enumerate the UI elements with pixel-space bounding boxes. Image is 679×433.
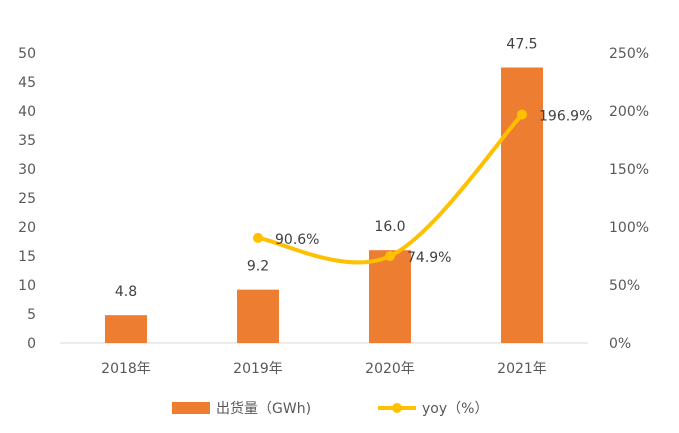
legend-label-shipments: 出货量（GWh)	[216, 400, 311, 417]
yoy-data-label: 196.9%	[539, 109, 592, 125]
y-left-tick-label: 5	[27, 307, 36, 323]
bar-data-label: 9.2	[247, 259, 269, 275]
yoy-data-label: 74.9%	[407, 250, 451, 266]
y-left-tick-label: 40	[18, 104, 36, 120]
y-right-tick-label: 50%	[609, 278, 640, 294]
legend-label-yoy: yoy（%）	[422, 401, 488, 417]
yoy-point	[385, 251, 395, 262]
bar-series	[105, 67, 543, 343]
x-tick-label: 2019年	[233, 361, 283, 377]
bar-data-label: 4.8	[115, 284, 137, 300]
legend-swatch-yoy-marker	[392, 403, 402, 413]
y-left-tick-label: 10	[18, 278, 36, 294]
y-left-tick-label: 0	[27, 336, 36, 352]
y-left-tick-label: 35	[18, 133, 36, 149]
y-left-tick-label: 50	[18, 46, 36, 62]
bar	[369, 250, 411, 343]
y-right-tick-label: 250%	[609, 46, 649, 62]
y-right-tick-label: 200%	[609, 104, 649, 120]
axes: 0 5 10 15 20 25 30 35 40 45 50 0% 50% 100% 150% 200% 250…	[18, 46, 649, 377]
bar	[237, 289, 279, 343]
y-right-tick-label: 150%	[609, 162, 649, 178]
yoy-point	[517, 109, 527, 120]
data-labels: 4.8 9.2 16.0 47.5 90.6% 74.9% 196.9%	[115, 37, 593, 301]
x-tick-label: 2020年	[365, 361, 415, 377]
bar	[501, 67, 543, 343]
y-left-tick-label: 45	[18, 75, 36, 91]
x-tick-label: 2021年	[497, 361, 547, 377]
legend: 出货量（GWh) yoy（%）	[172, 400, 488, 417]
x-tick-label: 2018年	[101, 361, 151, 377]
y-right-tick-label: 100%	[609, 220, 649, 236]
yoy-point	[253, 232, 263, 243]
bar-data-label: 47.5	[506, 37, 537, 53]
yoy-line-series	[253, 109, 527, 265]
bar-data-label: 16.0	[374, 219, 405, 235]
y-left-tick-label: 20	[18, 220, 36, 236]
y-left-tick-label: 25	[18, 191, 36, 207]
y-left-tick-label: 15	[18, 249, 36, 265]
y-right-tick-label: 0%	[609, 336, 631, 352]
legend-swatch-shipments	[172, 402, 210, 414]
yoy-data-label: 90.6%	[275, 232, 319, 248]
bar	[105, 315, 147, 343]
y-left-tick-label: 30	[18, 162, 36, 178]
